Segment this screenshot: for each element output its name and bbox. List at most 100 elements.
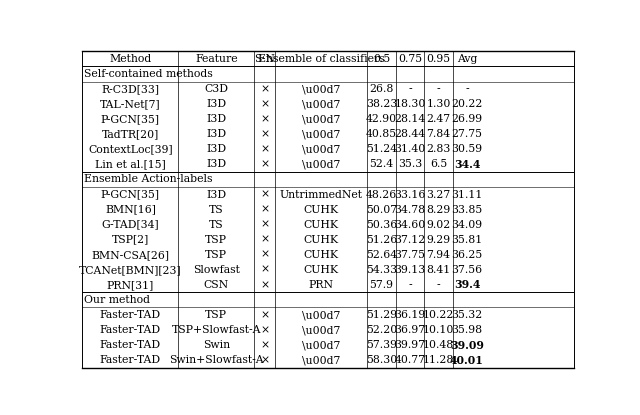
Text: ×: × [260, 220, 269, 229]
Text: 52.64: 52.64 [366, 250, 397, 260]
Text: Faster-TAD: Faster-TAD [100, 355, 161, 365]
Text: 40.01: 40.01 [450, 355, 484, 366]
Text: G-TAD[34]: G-TAD[34] [102, 220, 159, 229]
Text: 38.23: 38.23 [366, 99, 397, 109]
Text: 33.85: 33.85 [451, 205, 483, 215]
Text: ×: × [260, 159, 269, 169]
Text: 51.29: 51.29 [366, 310, 397, 320]
Text: ×: × [260, 205, 269, 215]
Text: 34.4: 34.4 [454, 159, 480, 170]
Text: -: - [436, 84, 440, 94]
Text: 50.36: 50.36 [366, 220, 397, 229]
Text: Self-contained methods: Self-contained methods [84, 69, 212, 79]
Text: 0.95: 0.95 [426, 54, 451, 64]
Text: 35.32: 35.32 [451, 310, 483, 320]
Text: PRN[31]: PRN[31] [107, 280, 154, 290]
Text: CUHK: CUHK [303, 205, 339, 215]
Text: 2.47: 2.47 [426, 114, 451, 124]
Text: -: - [408, 84, 412, 94]
Text: I3D: I3D [206, 129, 227, 139]
Text: 10.22: 10.22 [423, 310, 454, 320]
Text: Method: Method [109, 54, 152, 64]
Text: 54.33: 54.33 [366, 265, 397, 275]
Text: Slowfast: Slowfast [193, 265, 240, 275]
Text: Faster-TAD: Faster-TAD [100, 340, 161, 350]
Text: I3D: I3D [206, 159, 227, 169]
Text: I3D: I3D [206, 99, 227, 109]
Text: S-N: S-N [254, 54, 275, 64]
Text: 36.25: 36.25 [451, 250, 483, 260]
Text: \u00d7: \u00d7 [302, 99, 340, 109]
Text: CUHK: CUHK [303, 220, 339, 229]
Text: \u00d7: \u00d7 [302, 340, 340, 350]
Text: 39.09: 39.09 [450, 339, 484, 351]
Text: 7.84: 7.84 [426, 129, 451, 139]
Text: 7.94: 7.94 [426, 250, 451, 260]
Text: 36.19: 36.19 [394, 310, 426, 320]
Text: 28.44: 28.44 [394, 129, 426, 139]
Text: P-GCN[35]: P-GCN[35] [101, 114, 160, 124]
Text: 36.97: 36.97 [394, 325, 426, 335]
Text: TS: TS [209, 220, 223, 229]
Text: ×: × [260, 265, 269, 275]
Text: 48.26: 48.26 [366, 190, 397, 200]
Text: ×: × [260, 84, 269, 94]
Text: 20.22: 20.22 [451, 99, 483, 109]
Text: ×: × [260, 129, 269, 139]
Text: ×: × [260, 99, 269, 109]
Text: \u00d7: \u00d7 [302, 84, 340, 94]
Text: \u00d7: \u00d7 [302, 325, 340, 335]
Text: Swin: Swin [203, 340, 230, 350]
Text: 58.30: 58.30 [366, 355, 397, 365]
Text: 1.30: 1.30 [426, 99, 451, 109]
Text: 9.29: 9.29 [426, 235, 451, 245]
Text: TSP+Slowfast-A: TSP+Slowfast-A [172, 325, 261, 335]
Text: -: - [408, 280, 412, 290]
Text: ×: × [260, 250, 269, 260]
Text: Feature: Feature [195, 54, 237, 64]
Text: 39.97: 39.97 [394, 340, 426, 350]
Text: 34.60: 34.60 [394, 220, 426, 229]
Text: \u00d7: \u00d7 [302, 114, 340, 124]
Text: TSP: TSP [205, 235, 227, 245]
Text: Lin et al.[15]: Lin et al.[15] [95, 159, 166, 169]
Text: Avg: Avg [457, 54, 477, 64]
Text: TSP: TSP [205, 250, 227, 260]
Text: 37.75: 37.75 [394, 250, 426, 260]
Text: 52.20: 52.20 [366, 325, 397, 335]
Text: BMN-CSA[26]: BMN-CSA[26] [92, 250, 170, 260]
Text: 6.5: 6.5 [430, 159, 447, 169]
Text: TS: TS [209, 205, 223, 215]
Text: R-C3D[33]: R-C3D[33] [101, 84, 159, 94]
Text: -: - [465, 84, 468, 94]
Text: Swin+Slowfast-A: Swin+Slowfast-A [169, 355, 264, 365]
Text: -: - [436, 280, 440, 290]
Text: 39.13: 39.13 [394, 265, 426, 275]
Text: \u00d7: \u00d7 [302, 310, 340, 320]
Text: CUHK: CUHK [303, 250, 339, 260]
Text: C3D: C3D [204, 84, 228, 94]
Text: I3D: I3D [206, 144, 227, 154]
Text: Faster-TAD: Faster-TAD [100, 325, 161, 335]
Text: 8.29: 8.29 [426, 205, 451, 215]
Text: 18.30: 18.30 [394, 99, 426, 109]
Text: 37.56: 37.56 [451, 265, 483, 275]
Text: 35.81: 35.81 [451, 235, 483, 245]
Text: 3.27: 3.27 [426, 190, 451, 200]
Text: Ensemble Action-labels: Ensemble Action-labels [84, 174, 212, 184]
Text: 30.59: 30.59 [451, 144, 483, 154]
Text: 31.40: 31.40 [394, 144, 426, 154]
Text: 0.5: 0.5 [373, 54, 390, 64]
Text: ×: × [260, 144, 269, 154]
Text: 31.11: 31.11 [451, 190, 483, 200]
Text: 10.48: 10.48 [423, 340, 454, 350]
Text: 26.8: 26.8 [369, 84, 394, 94]
Text: 52.4: 52.4 [369, 159, 394, 169]
Text: CSN: CSN [204, 280, 229, 290]
Text: 42.90: 42.90 [366, 114, 397, 124]
Text: 50.07: 50.07 [366, 205, 397, 215]
Text: TadTR[20]: TadTR[20] [102, 129, 159, 139]
Text: 0.75: 0.75 [398, 54, 422, 64]
Text: 28.14: 28.14 [394, 114, 426, 124]
Text: CUHK: CUHK [303, 235, 339, 245]
